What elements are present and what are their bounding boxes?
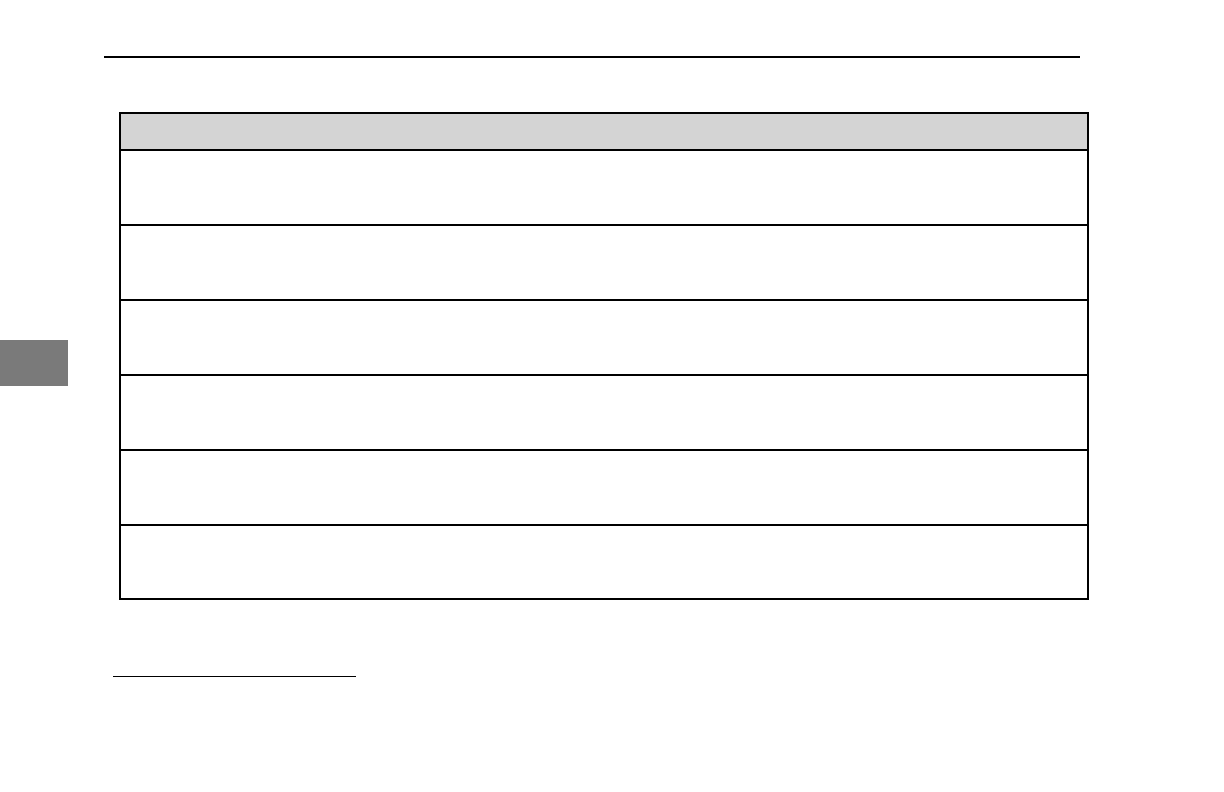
table-row <box>121 301 1087 376</box>
table-row <box>121 226 1087 301</box>
footnote-rule <box>113 676 356 677</box>
table-row <box>121 526 1087 598</box>
header-rule <box>104 56 1080 58</box>
table-body <box>121 151 1087 598</box>
table-row <box>121 451 1087 526</box>
table-row <box>121 376 1087 451</box>
table <box>119 112 1089 600</box>
table-row <box>121 151 1087 226</box>
chapter-tab <box>0 340 68 386</box>
table-header <box>121 114 1087 151</box>
